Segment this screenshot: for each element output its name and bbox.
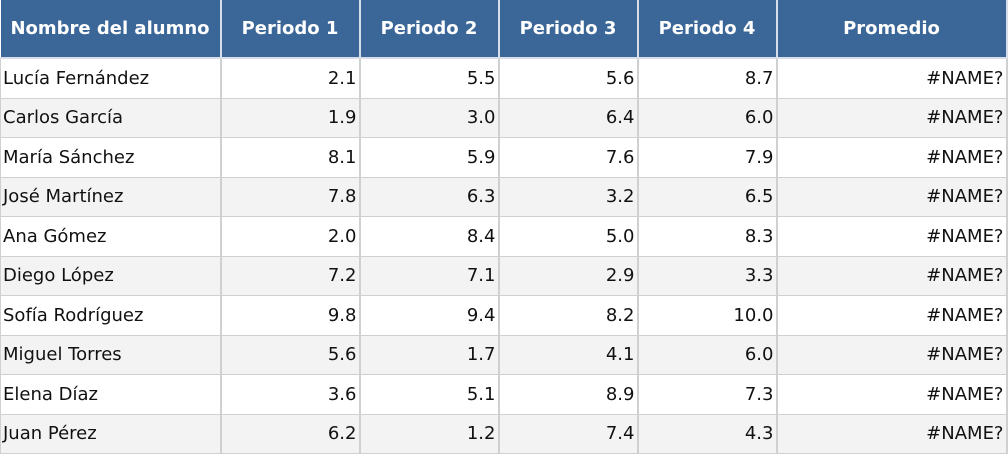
student-name: Carlos García (0, 97, 222, 138)
student-name: Lucía Fernández (0, 57, 222, 99)
table-row: María Sánchez 8.1 5.9 7.6 7.9 #NAME? (0, 137, 1008, 178)
grade-cell: 1.2 (359, 413, 500, 454)
grade-cell: 3.3 (637, 255, 778, 296)
student-name: José Martínez (0, 176, 222, 217)
grade-cell: 2.9 (498, 255, 639, 296)
grade-cell: 7.9 (637, 137, 778, 178)
student-name: Miguel Torres (0, 334, 222, 375)
table-row: Sofía Rodríguez 9.8 9.4 8.2 10.0 #NAME? (0, 295, 1008, 336)
grade-cell: 5.6 (220, 334, 361, 375)
header-cell: Periodo 1 (220, 0, 361, 59)
header-cell: Periodo 2 (359, 0, 500, 59)
grade-cell: 8.4 (359, 216, 500, 257)
grade-cell: 9.4 (359, 295, 500, 336)
header-cell: Periodo 3 (498, 0, 639, 59)
table-row: Juan Pérez 6.2 1.2 7.4 4.3 #NAME? (0, 413, 1008, 454)
grade-cell: 5.0 (498, 216, 639, 257)
grade-cell: 6.3 (359, 176, 500, 217)
grade-cell: 1.7 (359, 334, 500, 375)
grade-cell: #NAME? (776, 374, 1008, 415)
grade-cell: 6.0 (637, 97, 778, 138)
grade-cell: 7.3 (637, 374, 778, 415)
grade-cell: 7.6 (498, 137, 639, 178)
grade-cell: 6.2 (220, 413, 361, 454)
grade-cell: 6.5 (637, 176, 778, 217)
grade-cell: #NAME? (776, 255, 1008, 296)
grade-cell: 7.2 (220, 255, 361, 296)
grade-cell: 1.9 (220, 97, 361, 138)
student-name: Sofía Rodríguez (0, 295, 222, 336)
grade-cell: #NAME? (776, 216, 1008, 257)
grade-table: Nombre del alumno Periodo 1 Periodo 2 Perio… (0, 0, 1008, 454)
student-name: Elena Díaz (0, 374, 222, 415)
grade-cell: 5.1 (359, 374, 500, 415)
grade-cell: 8.1 (220, 137, 361, 178)
grade-cell: 8.2 (498, 295, 639, 336)
grade-cell: 10.0 (637, 295, 778, 336)
grade-cell: 4.3 (637, 413, 778, 454)
table-row: Elena Díaz 3.6 5.1 8.9 7.3 #NAME? (0, 374, 1008, 415)
grade-cell: 5.6 (498, 57, 639, 99)
table-row: Lucía Fernández 2.1 5.5 5.6 8.7 #NAME? (0, 57, 1008, 99)
grade-cell: 3.6 (220, 374, 361, 415)
student-name: María Sánchez (0, 137, 222, 178)
grade-cell: #NAME? (776, 57, 1008, 99)
table-row: Carlos García 1.9 3.0 6.4 6.0 #NAME? (0, 97, 1008, 138)
student-name: Diego López (0, 255, 222, 296)
grade-cell: #NAME? (776, 137, 1008, 178)
header-cell: Periodo 4 (637, 0, 778, 59)
grade-cell: 4.1 (498, 334, 639, 375)
table-row: Diego López 7.2 7.1 2.9 3.3 #NAME? (0, 255, 1008, 296)
grade-cell: 8.7 (637, 57, 778, 99)
grade-cell: 2.1 (220, 57, 361, 99)
grade-cell: 5.5 (359, 57, 500, 99)
header-cell: Promedio (776, 0, 1008, 59)
grade-cell: 7.4 (498, 413, 639, 454)
grade-cell: #NAME? (776, 97, 1008, 138)
grade-cell: 6.4 (498, 97, 639, 138)
grade-cell: 6.0 (637, 334, 778, 375)
grade-cell: 7.8 (220, 176, 361, 217)
table-row: Ana Gómez 2.0 8.4 5.0 8.3 #NAME? (0, 216, 1008, 257)
grade-cell: #NAME? (776, 176, 1008, 217)
grade-cell: 8.3 (637, 216, 778, 257)
grade-cell: 7.1 (359, 255, 500, 296)
grade-cell: 3.0 (359, 97, 500, 138)
grade-cell: 8.9 (498, 374, 639, 415)
grade-cell: 2.0 (220, 216, 361, 257)
table-row: Miguel Torres 5.6 1.7 4.1 6.0 #NAME? (0, 334, 1008, 375)
grade-cell: #NAME? (776, 413, 1008, 454)
grade-cell: 9.8 (220, 295, 361, 336)
table-row: José Martínez 7.8 6.3 3.2 6.5 #NAME? (0, 176, 1008, 217)
grade-cell: 5.9 (359, 137, 500, 178)
table-body: Lucía Fernández 2.1 5.5 5.6 8.7 #NAME? Carlos … (0, 57, 1008, 454)
grade-cell: 3.2 (498, 176, 639, 217)
student-name: Juan Pérez (0, 413, 222, 454)
header-row: Nombre del alumno Periodo 1 Periodo 2 Perio… (0, 0, 1008, 59)
grade-cell: #NAME? (776, 334, 1008, 375)
student-name: Ana Gómez (0, 216, 222, 257)
grade-cell: #NAME? (776, 295, 1008, 336)
header-cell: Nombre del alumno (0, 0, 222, 59)
